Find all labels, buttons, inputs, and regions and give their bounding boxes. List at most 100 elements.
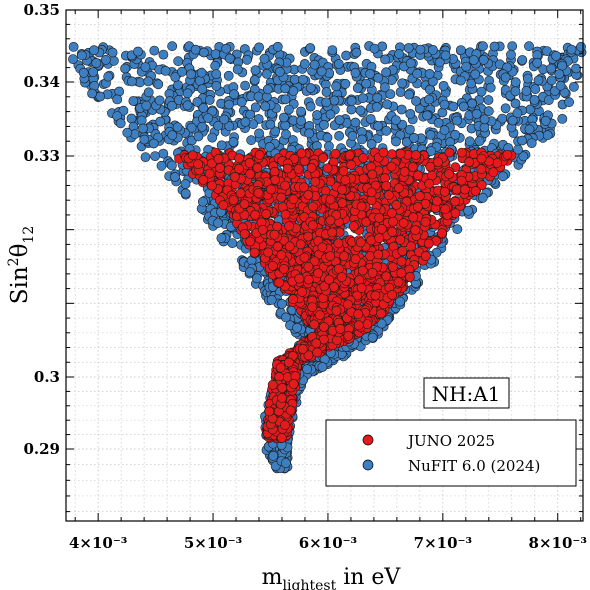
nufit-point [347, 130, 358, 141]
juno-point [367, 169, 378, 180]
nufit-point [192, 97, 203, 107]
juno-point [327, 227, 338, 238]
nufit-point [467, 98, 477, 109]
nufit-point [153, 79, 164, 90]
juno-point [464, 157, 474, 167]
juno-point [206, 180, 217, 191]
nufit-point [507, 41, 518, 51]
nufit-point [532, 57, 543, 68]
juno-point [337, 198, 348, 208]
nufit-point [227, 238, 238, 248]
x-axis-title-rest: in eV [336, 565, 401, 590]
nufit-point [412, 68, 423, 79]
nufit-point [216, 140, 227, 151]
nufit-point [333, 59, 344, 69]
nufit-point [305, 43, 316, 53]
juno-point [307, 220, 318, 231]
nufit-point [242, 54, 252, 65]
nufit-point [115, 118, 126, 129]
nufit-point [197, 84, 208, 94]
nufit-point [458, 101, 469, 112]
nufit-point [576, 41, 586, 52]
juno-point [319, 322, 329, 332]
nufit-point [197, 196, 208, 207]
nufit-point [319, 119, 329, 130]
nufit-point [466, 78, 477, 89]
nufit-point [526, 138, 537, 148]
juno-point [370, 290, 381, 301]
nufit-point [448, 101, 459, 112]
juno-point [282, 163, 293, 174]
nufit-point [321, 87, 332, 97]
nufit-point [346, 96, 357, 106]
nufit-point [470, 69, 481, 80]
juno-point [284, 221, 294, 231]
juno-point [269, 229, 280, 240]
nufit-point [489, 41, 500, 52]
juno-point [381, 180, 392, 191]
juno-point [396, 268, 407, 278]
juno-point [280, 420, 290, 430]
juno-point [307, 302, 318, 312]
nufit-point [334, 130, 344, 141]
nufit-point [87, 88, 97, 99]
nufit-point [506, 49, 516, 60]
nufit-point [143, 76, 154, 87]
x-tick-label: 8×10⁻³ [529, 534, 587, 552]
juno-point [387, 262, 398, 272]
nufit-point [180, 179, 191, 189]
juno-point [398, 218, 409, 228]
juno-point [343, 330, 354, 341]
juno-point [386, 161, 397, 172]
juno-point [285, 405, 296, 416]
nufit-point [276, 298, 287, 309]
juno-point [420, 216, 431, 227]
nufit-point [196, 67, 207, 78]
legend-marker-juno [362, 434, 374, 446]
nufit-point [510, 86, 521, 97]
nufit-point [167, 41, 178, 52]
nufit-point [280, 83, 291, 94]
nufit-point [288, 86, 299, 96]
nufit-point [213, 218, 223, 228]
juno-point [348, 221, 359, 232]
nufit-point [365, 69, 375, 79]
nufit-point [316, 66, 327, 77]
nufit-point [405, 109, 416, 119]
nufit-point [452, 115, 462, 126]
juno-point [476, 164, 487, 175]
nufit-point [529, 95, 540, 105]
nufit-point [280, 94, 291, 105]
juno-point [276, 250, 287, 261]
nufit-point [346, 104, 357, 115]
juno-point [213, 153, 224, 164]
nufit-point [172, 122, 183, 133]
nufit-point [468, 55, 479, 65]
juno-point [338, 166, 349, 177]
juno-point [215, 163, 225, 173]
juno-point [432, 196, 442, 207]
nufit-point [280, 458, 291, 468]
nufit-point [334, 115, 345, 125]
nufit-point [139, 134, 150, 145]
nufit-point [224, 121, 235, 132]
nufit-point [455, 75, 466, 86]
y-tick-label: 0.33 [23, 147, 60, 165]
nufit-point [296, 106, 306, 117]
nufit-point [170, 172, 180, 182]
y-axis-title-sub: 12 [21, 226, 37, 244]
juno-point [234, 153, 244, 164]
nufit-point [571, 63, 581, 74]
nufit-point [455, 45, 466, 55]
x-axis-title-main: m [262, 565, 283, 590]
nufit-point [296, 116, 306, 126]
juno-point [456, 147, 467, 158]
nufit-point [327, 45, 338, 55]
juno-point [456, 175, 467, 186]
juno-point [333, 238, 344, 249]
nufit-point [228, 137, 239, 147]
juno-point [239, 199, 250, 209]
nufit-point [245, 267, 255, 277]
nufit-point [259, 53, 270, 64]
nufit-point [272, 41, 283, 52]
